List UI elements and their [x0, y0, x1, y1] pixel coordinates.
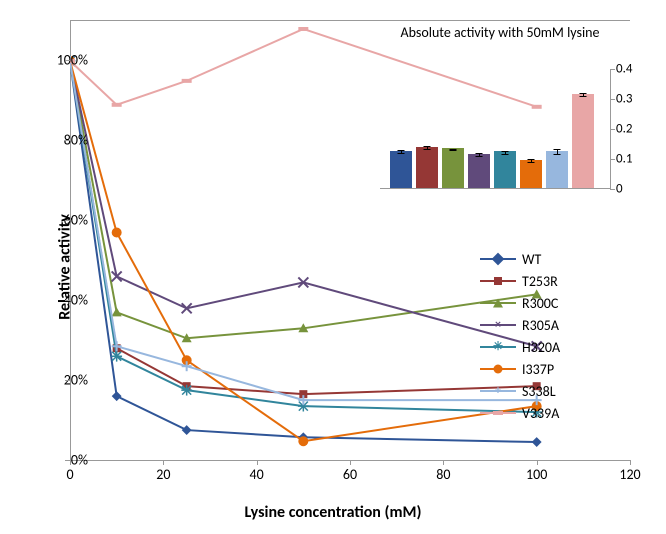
legend-label: V339A: [522, 405, 559, 422]
inset-y-tick-mark: [610, 159, 615, 160]
series-marker-WT: [532, 437, 542, 447]
star-icon: ✳: [493, 341, 503, 353]
legend-label: H320A: [522, 339, 560, 356]
series-marker-WT: [182, 425, 192, 435]
inset-y-tick-mark: [610, 129, 615, 130]
inset-error-cap: [580, 93, 587, 94]
inset-error-cap: [450, 150, 457, 151]
y-tick-mark: [65, 60, 70, 61]
x-tick-mark: [350, 460, 351, 465]
dash-icon: [493, 411, 503, 415]
inset-y-tick-mark: [610, 99, 615, 100]
inset-y-tick-mark: [610, 69, 615, 70]
inset-y-tick-label: 0: [616, 182, 623, 197]
plus-icon: +: [495, 385, 501, 397]
legend-item-V339A: V339A: [480, 402, 560, 424]
x-tick-mark: [630, 460, 631, 465]
inset-error-cap: [398, 153, 405, 154]
inset-y-tick-label: 0.1: [616, 152, 632, 167]
legend-swatch: ✳: [480, 337, 516, 357]
inset-y-tick-mark: [610, 189, 615, 190]
inset-bar-H320A: [494, 151, 516, 188]
legend-label: R300C: [522, 295, 558, 312]
legend-label: T253R: [522, 273, 558, 290]
legend-item-I337P: I337P: [480, 358, 560, 380]
inset-error-cap: [476, 156, 483, 157]
x-tick-label: 80: [436, 466, 450, 483]
inset-chart: Absolute activity with 50mM lysine 0 0.1 0…: [380, 24, 652, 194]
legend-swatch: [480, 403, 516, 423]
legend-label: WT: [522, 251, 541, 268]
square-icon: [494, 277, 502, 285]
inset-y-tick-label: 0.3: [616, 92, 632, 107]
inset-bar-I337P: [520, 160, 542, 189]
inset-error-cap: [554, 149, 561, 150]
inset-plot-area: [380, 69, 610, 189]
legend-label: R305A: [522, 317, 559, 334]
series-marker-H320A: [181, 385, 192, 396]
x-tick-label: 40: [250, 466, 264, 483]
legend-item-WT: WT: [480, 248, 560, 270]
inset-bar-S338L: [546, 151, 568, 189]
inset-error-cap: [502, 151, 509, 152]
x-tick-mark: [70, 460, 71, 465]
triangle-icon: [493, 299, 503, 308]
series-marker-I337P: [112, 228, 122, 238]
inset-error-cap: [580, 96, 587, 97]
legend-swatch: ×: [480, 315, 516, 335]
inset-title: Absolute activity with 50mM lysine: [380, 24, 620, 41]
x-tick-mark: [537, 460, 538, 465]
series-marker-H320A: [111, 351, 122, 362]
y-tick-mark: [65, 220, 70, 221]
series-marker-I337P: [298, 436, 308, 446]
legend: WT T253R R300C × R305A ✳ H320A I337P + S338L V339A: [480, 248, 560, 424]
x-tick-label: 20: [156, 466, 170, 483]
x-axis-label: Lysine concentration (mM): [245, 503, 422, 522]
inset-error-cap: [502, 154, 509, 155]
x-tick-mark: [257, 460, 258, 465]
inset-bar-R300C: [442, 148, 464, 188]
inset-error-cap: [476, 153, 483, 154]
legend-item-T253R: T253R: [480, 270, 560, 292]
circle-icon: [494, 365, 503, 374]
x-icon: ×: [495, 319, 501, 331]
y-tick-mark: [65, 140, 70, 141]
inset-error-cap: [528, 162, 535, 163]
inset-error-cap: [528, 159, 535, 160]
x-tick-label: 60: [343, 466, 357, 483]
x-tick-label: 120: [619, 466, 640, 483]
legend-swatch: [480, 293, 516, 313]
legend-item-H320A: ✳ H320A: [480, 336, 560, 358]
diamond-icon: [492, 253, 505, 266]
inset-bar-R305A: [468, 154, 490, 189]
inset-bar-V339A: [572, 94, 594, 189]
inset-bar-WT: [390, 151, 412, 189]
inset-y-tick-label: 0.4: [616, 62, 632, 77]
legend-swatch: [480, 249, 516, 269]
legend-swatch: [480, 359, 516, 379]
inset-bar-T253R: [416, 147, 438, 188]
inset-error-cap: [554, 154, 561, 155]
x-tick-label: 100: [526, 466, 547, 483]
legend-item-S338L: + S338L: [480, 380, 560, 402]
inset-error-cap: [398, 150, 405, 151]
legend-item-R305A: × R305A: [480, 314, 560, 336]
inset-y-tick-label: 0.2: [616, 122, 632, 137]
y-tick-mark: [65, 300, 70, 301]
legend-label: S338L: [522, 383, 556, 400]
series-marker-WT: [112, 391, 122, 401]
x-tick-mark: [163, 460, 164, 465]
legend-item-R300C: R300C: [480, 292, 560, 314]
inset-error-cap: [424, 146, 431, 147]
y-tick-mark: [65, 380, 70, 381]
series-marker-R300C: [112, 307, 122, 316]
legend-swatch: [480, 271, 516, 291]
legend-label: I337P: [522, 361, 554, 378]
x-tick-label: 0: [66, 466, 73, 483]
legend-swatch: +: [480, 381, 516, 401]
x-tick-mark: [443, 460, 444, 465]
inset-error-cap: [424, 149, 431, 150]
